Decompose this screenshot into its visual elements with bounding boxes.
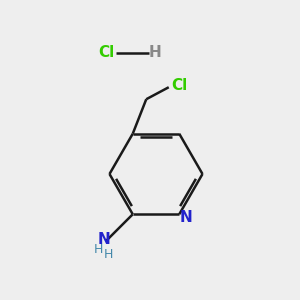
Text: Cl: Cl: [98, 45, 115, 60]
Text: Cl: Cl: [171, 78, 188, 93]
Text: H: H: [103, 248, 113, 261]
Text: H: H: [148, 45, 161, 60]
Text: H: H: [94, 243, 103, 256]
Text: N: N: [98, 232, 111, 247]
Text: N: N: [179, 210, 192, 225]
